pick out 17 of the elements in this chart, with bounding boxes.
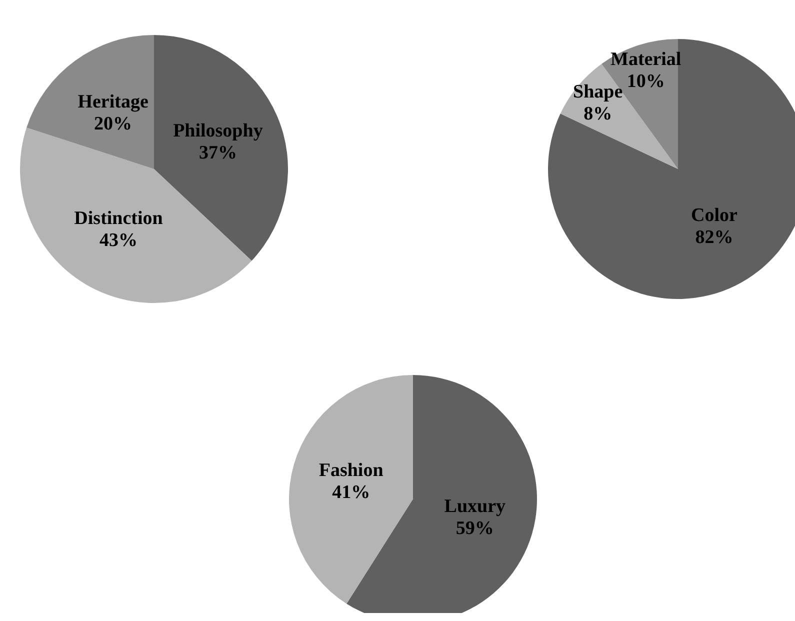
slice-label: Distinction xyxy=(74,208,164,229)
slice-label: Material xyxy=(610,49,682,70)
data-label: 41% xyxy=(332,482,370,504)
data-label: 59% xyxy=(456,518,494,539)
slice-label: Shape xyxy=(573,82,623,103)
data-label: 8% xyxy=(584,104,612,125)
slice-label: Heritage xyxy=(78,92,148,113)
slice-label: Fashion xyxy=(318,460,384,482)
data-label: 10% xyxy=(626,71,665,92)
data-label: 37% xyxy=(198,142,237,164)
slice-label: Color xyxy=(691,205,738,226)
slice-label: Philosophy xyxy=(173,120,264,142)
data-label: 20% xyxy=(94,114,132,135)
slice-label: Luxury xyxy=(444,496,506,517)
data-label: 43% xyxy=(100,230,138,251)
data-label: 82% xyxy=(695,227,734,248)
pie-slice xyxy=(26,35,154,169)
